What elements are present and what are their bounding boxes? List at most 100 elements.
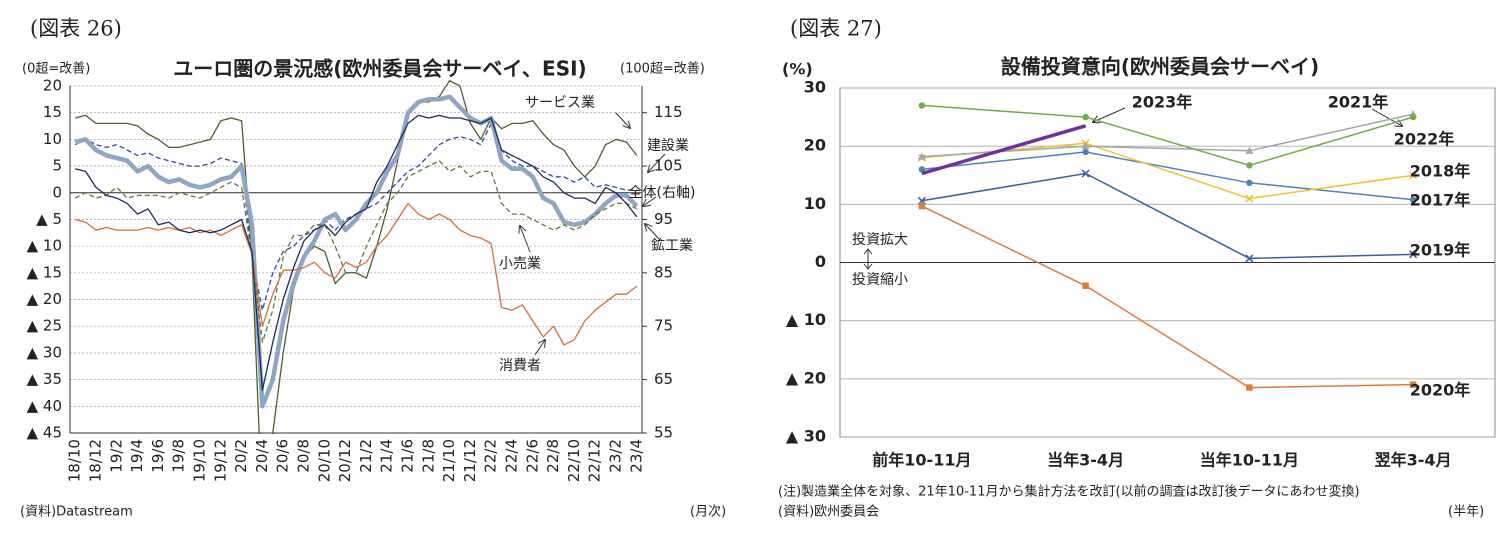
- y-tick-label: ▲ 45: [27, 424, 62, 442]
- marker: [918, 166, 926, 173]
- chart-title: 設備投資意向(欧州委員会サーベイ): [1001, 55, 1319, 79]
- x-tick-label: 20/10: [315, 439, 333, 482]
- series-line: [921, 124, 1087, 176]
- annotation-arrows: [520, 111, 666, 356]
- series-label: 小売業: [499, 256, 541, 272]
- y-tick-label: ▲ 30: [27, 343, 62, 361]
- series-label: 消費者: [499, 358, 541, 374]
- marker: [1409, 113, 1417, 121]
- y2-axis-label: (100超=改善): [620, 61, 705, 77]
- x-unit: (半年): [1448, 505, 1484, 520]
- x-tick-label: 21/2: [357, 439, 375, 473]
- x-tick-label: 21/6: [399, 439, 417, 473]
- y-tick-label: ▲ 20: [786, 368, 826, 387]
- series-label: 2018年: [1410, 162, 1471, 181]
- marker: [1245, 146, 1254, 154]
- marker: [1082, 113, 1089, 121]
- marker: [918, 202, 926, 210]
- x-tick-label: 19/12: [211, 439, 229, 482]
- x-tick-label: 20/12: [336, 439, 354, 482]
- marker: [1245, 254, 1254, 263]
- series-line: [74, 94, 639, 409]
- y-tick-label: 10: [43, 130, 62, 148]
- series-line: [75, 80, 638, 434]
- source: (資料)欧州委員会: [778, 505, 879, 520]
- annotation: 投資縮小: [852, 272, 908, 288]
- y-tick-label: ▲ 35: [27, 370, 62, 388]
- x-tick-label: 20/2: [232, 439, 250, 473]
- x-tick-label: 21/12: [461, 439, 479, 482]
- x-tick-label: 22/10: [565, 439, 583, 482]
- x-tick-label: 22/6: [523, 439, 541, 473]
- y-tick-label: 0: [815, 252, 826, 271]
- marker: [1246, 179, 1253, 187]
- y2-tick-label: 115: [654, 103, 683, 121]
- x-unit: (月次): [690, 504, 726, 520]
- y-tick-label: 10: [804, 194, 826, 213]
- series-line: [921, 205, 1414, 389]
- marker: [1082, 148, 1089, 156]
- x-tick-label: 20/8: [295, 439, 313, 473]
- series-line: [74, 160, 638, 343]
- figure-label: (図表 26): [30, 17, 122, 41]
- marker: [1081, 142, 1090, 150]
- y-tick-label: ▲ 15: [27, 263, 62, 281]
- x-tick-label: 21/8: [419, 439, 437, 473]
- y-axis-label: (%): [782, 60, 813, 79]
- y-tick-label: 20: [804, 136, 826, 155]
- series-line: [921, 172, 1414, 260]
- x-tick-label: 21/10: [440, 439, 458, 482]
- y-tick-label: ▲ 5: [36, 210, 62, 228]
- series-label: 2017年: [1410, 191, 1471, 210]
- marker: [1409, 250, 1418, 259]
- x-tick-label: 前年10-11月: [872, 451, 971, 470]
- x-tick-label: 23/4: [627, 439, 645, 473]
- y-tick-label: ▲ 25: [27, 317, 62, 335]
- marker: [1409, 171, 1418, 180]
- series-label: 全体(右軸): [629, 184, 696, 201]
- x-tick-label: 当年10-11月: [1200, 451, 1299, 470]
- x-tick-label: 18/10: [66, 439, 84, 482]
- series-label: 鉱工業: [651, 237, 693, 254]
- plot-area: [917, 102, 1418, 391]
- x-tick-label: 23/2: [607, 439, 625, 473]
- y2-tick-label: 95: [654, 210, 673, 228]
- y-tick-label: 15: [43, 103, 62, 121]
- series-label: 建設業: [647, 138, 689, 154]
- x-tick-label: 22/8: [544, 439, 562, 473]
- series-label: 2023年: [1132, 93, 1193, 112]
- x-tick-label: 22/2: [482, 439, 500, 473]
- x-tick-label: 20/6: [274, 439, 292, 473]
- marker: [917, 152, 926, 160]
- figure-label: (図表 27): [790, 17, 882, 41]
- x-tick-label: 19/6: [149, 439, 167, 473]
- series-label: 2019年: [1410, 241, 1471, 260]
- y-axis-label: (0超=改善): [22, 61, 90, 77]
- y2-tick-label: 105: [654, 157, 683, 175]
- series-line: [75, 114, 638, 391]
- marker: [918, 102, 926, 109]
- x-tick-label: 21/4: [378, 439, 396, 473]
- y-tick-label: 30: [804, 78, 826, 97]
- x-tick-label: 19/10: [191, 439, 209, 482]
- plot-area: [74, 80, 639, 434]
- marker: [1409, 381, 1417, 388]
- y-tick-label: ▲ 20: [27, 290, 62, 308]
- x-tick-label: 19/8: [170, 439, 188, 473]
- y2-tick-label: 55: [654, 424, 673, 442]
- note: (注)製造業全体を対象、21年10-11月から集計方法を改訂(以前の調査は改訂後…: [778, 484, 1360, 500]
- direction-arrow: [863, 248, 873, 270]
- y2-tick-label: 65: [654, 370, 673, 388]
- chart-title: ユーロ圏の景況感(欧州委員会サーベイ、ESI): [173, 57, 586, 81]
- x-tick-label: 22/12: [586, 439, 604, 482]
- series-label: 2022年: [1394, 130, 1455, 149]
- marker: [1246, 162, 1253, 169]
- source: (資料)Datastream: [20, 505, 133, 520]
- marker: [1245, 194, 1254, 203]
- annotation-arrows: [1093, 107, 1402, 126]
- series-line: [75, 202, 638, 346]
- y-tick-label: ▲ 10: [786, 310, 826, 329]
- x-tick-label: 20/4: [253, 439, 271, 473]
- y-tick-label: ▲ 30: [786, 427, 826, 446]
